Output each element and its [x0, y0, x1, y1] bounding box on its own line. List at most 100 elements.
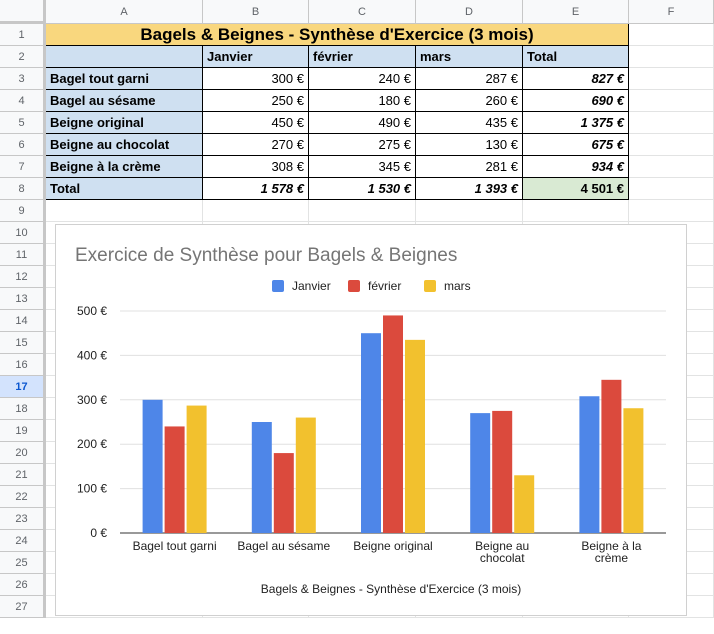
value-cell[interactable]: 240 €: [309, 68, 416, 90]
legend-swatch-2: [424, 280, 436, 292]
row-total-cell[interactable]: 690 €: [523, 90, 629, 112]
grid-cell[interactable]: [416, 200, 523, 222]
legend-label-2: mars: [444, 279, 471, 293]
product-name-cell[interactable]: Bagel tout garni: [46, 68, 203, 90]
grand-total-cell[interactable]: 4 501 €: [523, 178, 629, 200]
row-total-cell[interactable]: 675 €: [523, 134, 629, 156]
row-header-9[interactable]: 9: [0, 200, 46, 222]
chart-svg: Exercice de Synthèse pour Bagels & Beign…: [75, 245, 666, 596]
header-cell[interactable]: Total: [523, 46, 629, 68]
row-header-5[interactable]: 5: [0, 112, 46, 134]
value-cell[interactable]: 250 €: [203, 90, 309, 112]
bar-mars-4: [623, 408, 644, 533]
grid-cell[interactable]: [203, 200, 309, 222]
row-header-2[interactable]: 2: [0, 46, 46, 68]
row-header-21[interactable]: 21: [0, 464, 46, 486]
row-header-19[interactable]: 19: [0, 420, 46, 442]
row-header-15[interactable]: 15: [0, 332, 46, 354]
row-header-13[interactable]: 13: [0, 288, 46, 310]
row-header-12[interactable]: 12: [0, 266, 46, 288]
column-header-e[interactable]: E: [523, 0, 629, 24]
grid-cell[interactable]: [629, 90, 714, 112]
bar-mars-1: [295, 417, 316, 533]
row-header-18[interactable]: 18: [0, 398, 46, 420]
row-header-3[interactable]: 3: [0, 68, 46, 90]
row-header-25[interactable]: 25: [0, 552, 46, 574]
value-cell[interactable]: 450 €: [203, 112, 309, 134]
grid-cell[interactable]: [629, 156, 714, 178]
value-cell[interactable]: 300 €: [203, 68, 309, 90]
row-header-11[interactable]: 11: [0, 244, 46, 266]
row-header-20[interactable]: 20: [0, 442, 46, 464]
y-tick-label: 200 €: [77, 437, 107, 451]
grid-cell[interactable]: [629, 200, 714, 222]
column-header-c[interactable]: C: [309, 0, 416, 24]
value-cell[interactable]: 345 €: [309, 156, 416, 178]
row-header-22[interactable]: 22: [0, 486, 46, 508]
bar-février-0: [164, 426, 185, 533]
column-total-cell[interactable]: 1 530 €: [309, 178, 416, 200]
row-header-4[interactable]: 4: [0, 90, 46, 112]
column-total-cell[interactable]: 1 578 €: [203, 178, 309, 200]
value-cell[interactable]: 260 €: [416, 90, 523, 112]
total-label-cell[interactable]: Total: [46, 178, 203, 200]
product-name-cell[interactable]: Beigne à la crème: [46, 156, 203, 178]
bar-chart[interactable]: Exercice de Synthèse pour Bagels & Beign…: [55, 224, 687, 616]
row-header-14[interactable]: 14: [0, 310, 46, 332]
grid-cell[interactable]: [629, 24, 714, 46]
column-header-d[interactable]: D: [416, 0, 523, 24]
header-cell-empty[interactable]: [46, 46, 203, 68]
grid-cell[interactable]: [629, 68, 714, 90]
row-total-cell[interactable]: 827 €: [523, 68, 629, 90]
value-cell[interactable]: 435 €: [416, 112, 523, 134]
grid-cell[interactable]: [309, 200, 416, 222]
select-all-corner[interactable]: [0, 0, 46, 24]
grid-cell[interactable]: [629, 134, 714, 156]
product-name-cell[interactable]: Beigne au chocolat: [46, 134, 203, 156]
column-header-b[interactable]: B: [203, 0, 309, 24]
grid-cell[interactable]: [629, 46, 714, 68]
x-tick-label: Beigne au: [475, 539, 529, 553]
row-header-8[interactable]: 8: [0, 178, 46, 200]
x-tick-label: chocolat: [480, 551, 525, 565]
value-cell[interactable]: 287 €: [416, 68, 523, 90]
chart-title: Exercice de Synthèse pour Bagels & Beign…: [75, 245, 457, 266]
column-header-a[interactable]: A: [46, 0, 203, 24]
value-cell[interactable]: 490 €: [309, 112, 416, 134]
product-name-cell[interactable]: Beigne original: [46, 112, 203, 134]
header-cell[interactable]: Janvier: [203, 46, 309, 68]
value-cell[interactable]: 180 €: [309, 90, 416, 112]
x-tick-label: Beigne original: [353, 539, 432, 553]
row-header-17[interactable]: 17: [0, 376, 46, 398]
x-tick-label: Bagel tout garni: [133, 539, 217, 553]
row-total-cell[interactable]: 934 €: [523, 156, 629, 178]
row-header-27[interactable]: 27: [0, 596, 46, 618]
value-cell[interactable]: 270 €: [203, 134, 309, 156]
value-cell[interactable]: 308 €: [203, 156, 309, 178]
row-header-1[interactable]: 1: [0, 24, 46, 46]
product-name-cell[interactable]: Bagel au sésame: [46, 90, 203, 112]
grid-cell[interactable]: [629, 112, 714, 134]
value-cell[interactable]: 130 €: [416, 134, 523, 156]
column-header-f[interactable]: F: [629, 0, 714, 24]
value-cell[interactable]: 275 €: [309, 134, 416, 156]
value-cell[interactable]: 281 €: [416, 156, 523, 178]
column-total-cell[interactable]: 1 393 €: [416, 178, 523, 200]
legend-swatch-1: [348, 280, 360, 292]
row-header-24[interactable]: 24: [0, 530, 46, 552]
header-cell[interactable]: mars: [416, 46, 523, 68]
grid-cell[interactable]: [629, 178, 714, 200]
bar-février-2: [383, 315, 403, 533]
row-header-7[interactable]: 7: [0, 156, 46, 178]
row-header-10[interactable]: 10: [0, 222, 46, 244]
row-header-6[interactable]: 6: [0, 134, 46, 156]
row-header-23[interactable]: 23: [0, 508, 46, 530]
table-title[interactable]: Bagels & Beignes - Synthèse d'Exercice (…: [46, 24, 629, 46]
y-tick-label: 0 €: [90, 526, 107, 540]
grid-cell[interactable]: [46, 200, 203, 222]
row-header-26[interactable]: 26: [0, 574, 46, 596]
row-header-16[interactable]: 16: [0, 354, 46, 376]
header-cell[interactable]: février: [309, 46, 416, 68]
row-total-cell[interactable]: 1 375 €: [523, 112, 629, 134]
grid-cell[interactable]: [523, 200, 629, 222]
